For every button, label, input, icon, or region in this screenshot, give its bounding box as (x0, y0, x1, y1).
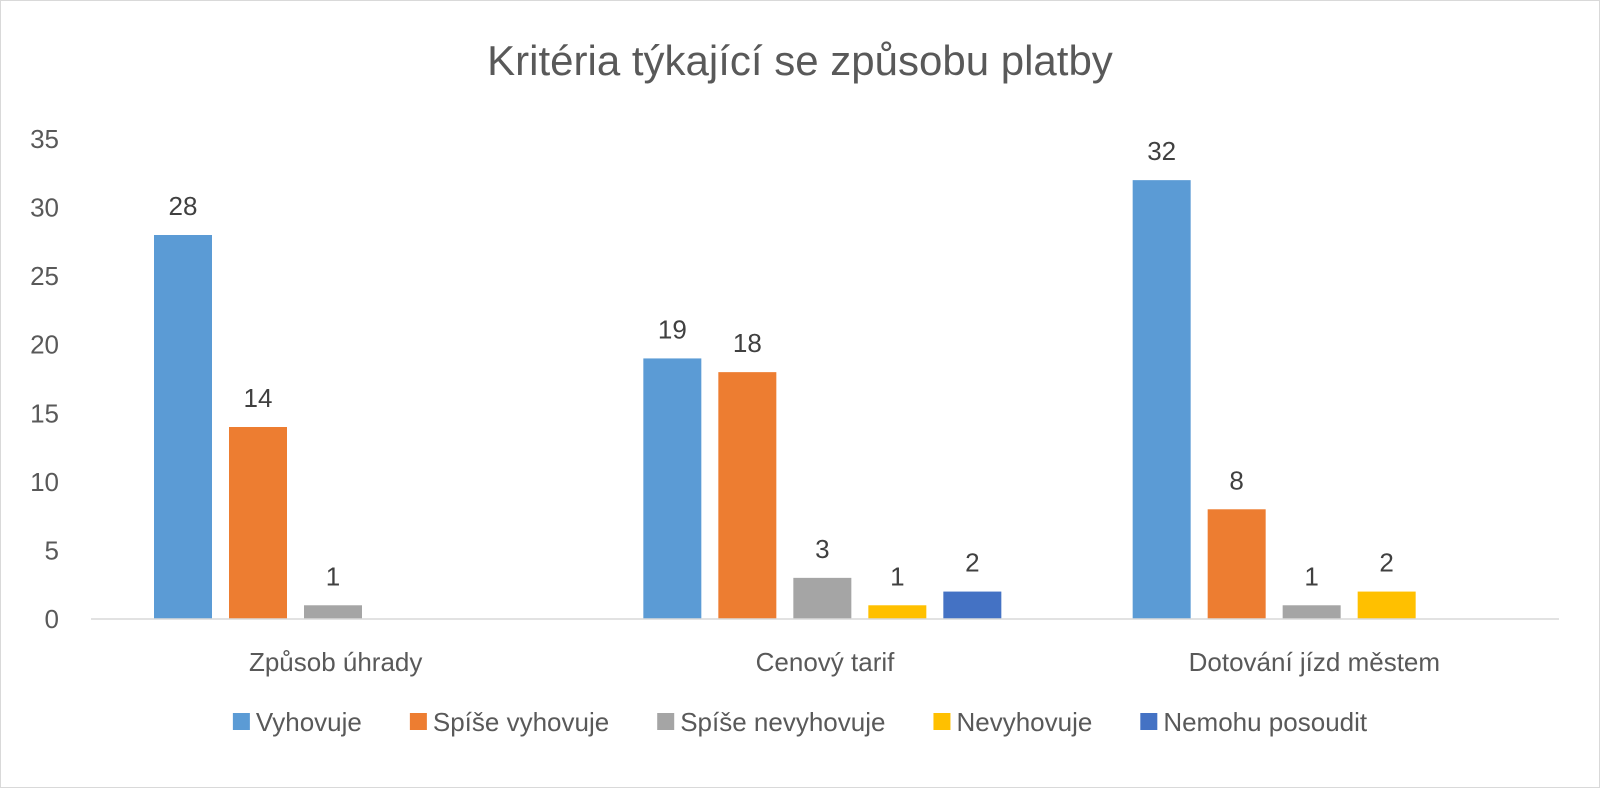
data-label: 32 (1147, 136, 1176, 166)
x-axis: Způsob úhrady Cenový tarif Dotování jízd m… (91, 618, 1559, 677)
data-label: 2 (1379, 548, 1393, 578)
legend-item: Spíše nevyhovuje (657, 707, 885, 737)
bar-5-2 (943, 591, 1002, 619)
plot-area: 28 14 1 19 18 3 1 2 32 8 1 2 (154, 136, 1416, 619)
legend-swatch (232, 713, 250, 730)
bar-2-1 (229, 427, 287, 619)
bar-2-2 (718, 372, 777, 619)
data-label: 28 (169, 191, 198, 221)
y-tick-label: 15 (30, 398, 59, 428)
legend-label: Vyhovuje (256, 707, 362, 737)
data-label: 8 (1229, 465, 1243, 495)
category-label: Dotování jízd městem (1189, 647, 1440, 677)
data-label: 2 (965, 548, 979, 578)
bar-3-1 (304, 605, 362, 619)
bar-1-2 (643, 358, 702, 619)
legend-label: Spíše vyhovuje (433, 707, 609, 737)
legend-label: Nevyhovuje (956, 707, 1092, 737)
legend-item: Spíše vyhovuje (409, 707, 609, 737)
y-axis: 0 5 10 15 20 25 30 35 (30, 124, 59, 634)
y-tick-label: 10 (30, 467, 59, 497)
bar-2-3 (1207, 509, 1266, 619)
y-tick-label: 35 (30, 124, 59, 154)
data-label: 3 (815, 534, 829, 564)
legend-swatch (1140, 713, 1158, 730)
data-label: 1 (326, 561, 340, 591)
data-label: 19 (658, 314, 687, 344)
y-tick-label: 20 (30, 330, 59, 360)
bar-1-1 (154, 235, 212, 619)
legend-item: Nevyhovuje (933, 707, 1092, 737)
category-label: Způsob úhrady (249, 647, 422, 677)
bar-3-3 (1282, 605, 1341, 619)
bar-3-2 (793, 577, 852, 619)
chart-title: Kritéria týkající se způsobu platby (487, 37, 1113, 84)
category-label: Cenový tarif (756, 647, 895, 677)
y-tick-label: 5 (45, 535, 59, 565)
data-label: 14 (244, 383, 273, 413)
y-tick-label: 0 (45, 604, 59, 634)
legend-item: Nemohu posoudit (1140, 707, 1368, 737)
data-label: 18 (733, 328, 762, 358)
bar-4-3 (1357, 591, 1416, 619)
data-label: 1 (890, 561, 904, 591)
data-label: 1 (1304, 561, 1318, 591)
legend-swatch (409, 713, 427, 730)
bar-4-2 (868, 605, 927, 619)
legend-label: Spíše nevyhovuje (680, 707, 885, 737)
legend-swatch (933, 713, 951, 730)
y-tick-label: 30 (30, 193, 59, 223)
y-tick-label: 25 (30, 261, 59, 291)
legend-swatch (657, 713, 675, 730)
legend: Vyhovuje Spíše vyhovuje Spíše nevyhovuje Ne… (232, 707, 1368, 737)
legend-item: Vyhovuje (232, 707, 362, 737)
bar-1-3 (1132, 180, 1191, 619)
legend-label: Nemohu posoudit (1163, 707, 1368, 737)
